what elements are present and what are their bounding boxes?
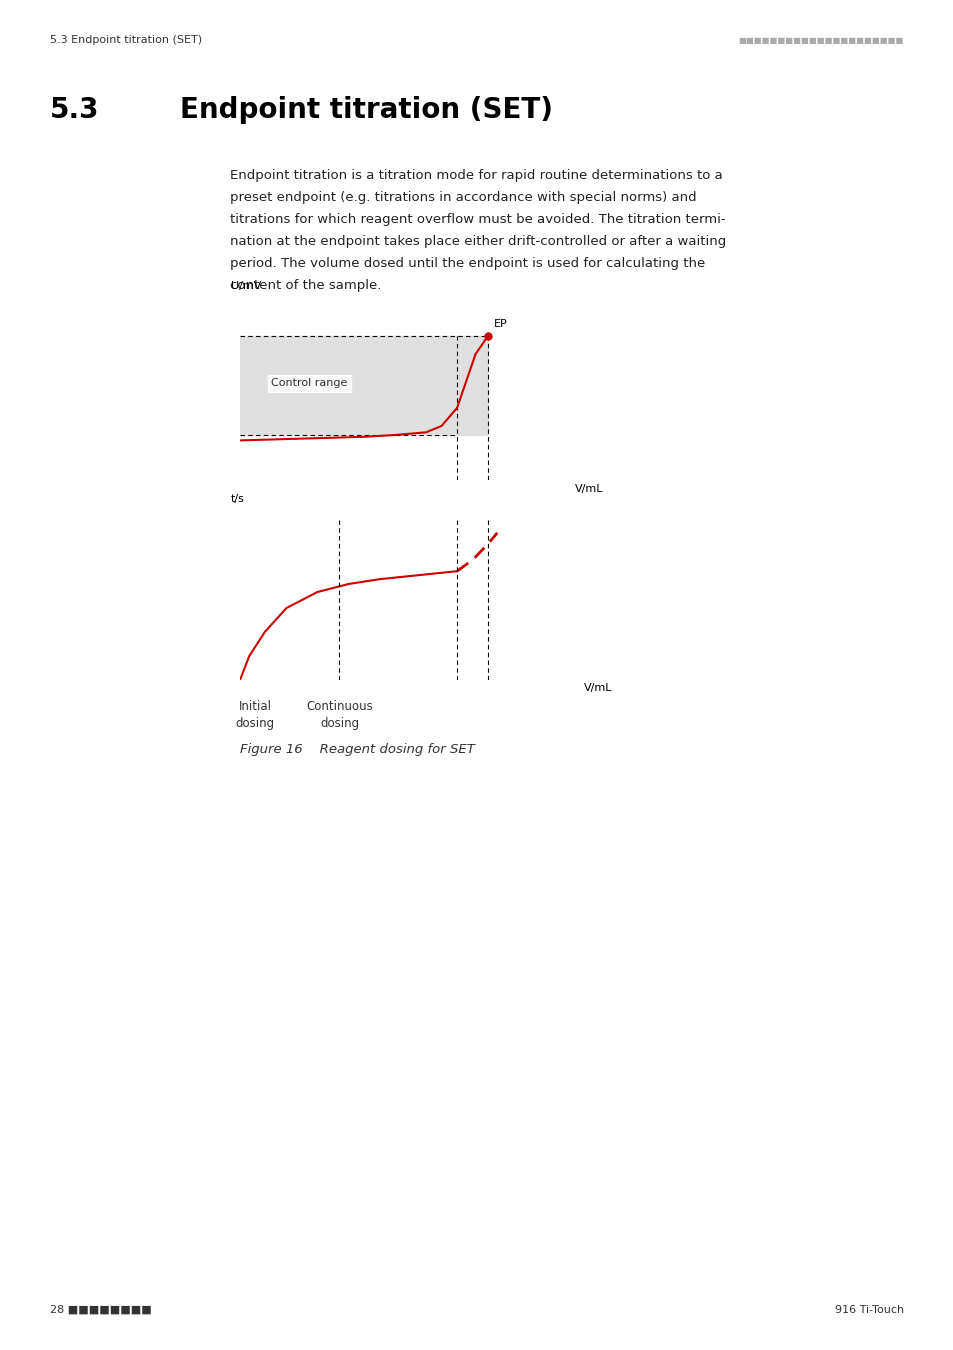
Text: Endpoint titration is a titration mode for rapid routine determinations to a: Endpoint titration is a titration mode f…	[230, 169, 722, 181]
Text: 5.3: 5.3	[50, 96, 99, 124]
Text: Endpoint titration (SET): Endpoint titration (SET)	[180, 96, 553, 124]
Text: 5.3 Endpoint titration (SET): 5.3 Endpoint titration (SET)	[50, 35, 202, 45]
Text: 28 ■■■■■■■■: 28 ■■■■■■■■	[50, 1305, 152, 1315]
Text: V/mL: V/mL	[583, 683, 612, 693]
Text: EP: EP	[494, 319, 507, 329]
Text: t/s: t/s	[231, 494, 244, 504]
Text: Control range: Control range	[271, 378, 347, 389]
Text: 916 Ti-Touch: 916 Ti-Touch	[834, 1305, 903, 1315]
Text: content of the sample.: content of the sample.	[230, 278, 381, 292]
Text: V/mL: V/mL	[575, 485, 602, 494]
Text: nation at the endpoint takes place either drift-controlled or after a waiting: nation at the endpoint takes place eithe…	[230, 235, 725, 247]
Text: Figure 16    Reagent dosing for SET: Figure 16 Reagent dosing for SET	[240, 744, 475, 756]
Text: preset endpoint (e.g. titrations in accordance with special norms) and: preset endpoint (e.g. titrations in acco…	[230, 190, 696, 204]
Text: ■■■■■■■■■■■■■■■■■■■■■: ■■■■■■■■■■■■■■■■■■■■■	[738, 35, 903, 45]
Text: Initial
dosing: Initial dosing	[235, 701, 274, 730]
Text: titrations for which reagent overflow must be avoided. The titration termi-: titrations for which reagent overflow mu…	[230, 212, 725, 225]
Text: U/mV: U/mV	[231, 281, 261, 290]
Text: Continuous
dosing: Continuous dosing	[306, 701, 373, 730]
Text: period. The volume dosed until the endpoint is used for calculating the: period. The volume dosed until the endpo…	[230, 256, 704, 270]
